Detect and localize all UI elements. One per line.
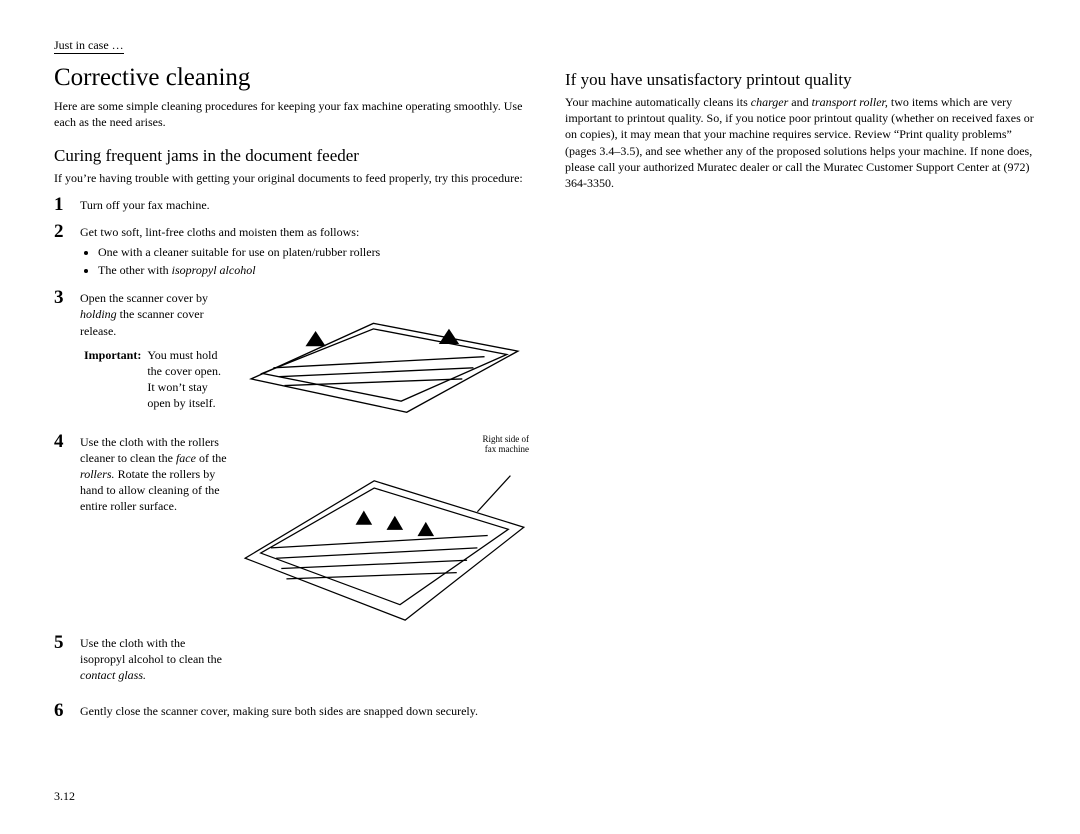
step-5-em: contact glass. (80, 668, 146, 682)
step-3-em: holding (80, 307, 117, 321)
step-1: 1 Turn off your fax machine. (54, 197, 529, 214)
step-4-em1: face (176, 451, 196, 465)
main-title: Corrective cleaning (54, 64, 529, 92)
step-5-text: Use the cloth with the isopropyl alcohol… (80, 635, 230, 684)
step-3-pre: Open the scanner cover by (80, 291, 208, 305)
step-5-pre: Use the cloth with the isopropyl alcohol… (80, 636, 222, 666)
step-2-bullet-2: The other with isopropyl alcohol (98, 262, 529, 278)
step-2-lead: Get two soft, lint-free cloths and moist… (80, 225, 359, 239)
figure-4-label: Right side of fax machine (240, 434, 529, 456)
step-6-text: Gently close the scanner cover, making s… (80, 703, 529, 719)
quality-body: Your machine automatically cleans its ch… (565, 94, 1040, 191)
section-intro-jams: If you’re having trouble with getting yo… (54, 170, 529, 186)
step-4: 4 Use the cloth with the rollers cleaner… (54, 434, 529, 631)
step-6: 6 Gently close the scanner cover, making… (54, 703, 529, 720)
important-label: Important: (84, 347, 141, 412)
step-4-mid: of the (196, 451, 227, 465)
step-2-bullet-1: One with a cleaner suitable for use on p… (98, 244, 529, 260)
step-2-b2-em: isopropyl alcohol (172, 263, 256, 277)
step-2: 2 Get two soft, lint-free cloths and moi… (54, 224, 529, 281)
q-em2: transport roller, (812, 95, 888, 109)
step-number: 3 (54, 288, 72, 307)
step-4-figure: Right side of fax machine (240, 434, 529, 631)
main-intro: Here are some simple cleaning procedures… (54, 98, 529, 130)
step-3-figure (240, 290, 529, 423)
scanner-cover-illustration (240, 290, 529, 423)
right-column: If you have unsatisfactory printout qual… (565, 36, 1040, 730)
page-number: 3.12 (54, 789, 75, 804)
step-3-important: Important: You must hold the cover open.… (80, 347, 230, 412)
step-number: 4 (54, 432, 72, 451)
step-4-text: Use the cloth with the rollers cleaner t… (80, 434, 230, 515)
step-2-b2-pre: The other with (98, 263, 172, 277)
important-text: You must hold the cover open. It won’t s… (147, 347, 230, 412)
left-column: Just in case … Corrective cleaning Here … (54, 36, 529, 730)
step-4-em2: rollers. (80, 467, 115, 481)
q-post: two items which are very important to pr… (565, 95, 1034, 190)
q-pre: Your machine automatically cleans its (565, 95, 751, 109)
q-em1: charger (751, 95, 789, 109)
roller-clean-illustration (240, 455, 529, 630)
step-3: 3 Open the scanner cover by holding the … (54, 290, 529, 423)
step-number: 1 (54, 195, 72, 214)
step-number: 6 (54, 701, 72, 720)
step-2-body: Get two soft, lint-free cloths and moist… (80, 224, 529, 281)
step-1-text: Turn off your fax machine. (80, 197, 529, 213)
section-title-quality: If you have unsatisfactory printout qual… (565, 70, 1040, 90)
step-5: 5 Use the cloth with the isopropyl alcoh… (54, 635, 529, 684)
q-mid1: and (788, 95, 811, 109)
chapter-label: Just in case … (54, 38, 124, 54)
step-4-body: Use the cloth with the rollers cleaner t… (80, 434, 529, 631)
step-number: 5 (54, 633, 72, 652)
step-3-body: Open the scanner cover by holding the sc… (80, 290, 529, 423)
section-title-jams: Curing frequent jams in the document fee… (54, 146, 529, 166)
step-5-body: Use the cloth with the isopropyl alcohol… (80, 635, 529, 684)
step-number: 2 (54, 222, 72, 241)
